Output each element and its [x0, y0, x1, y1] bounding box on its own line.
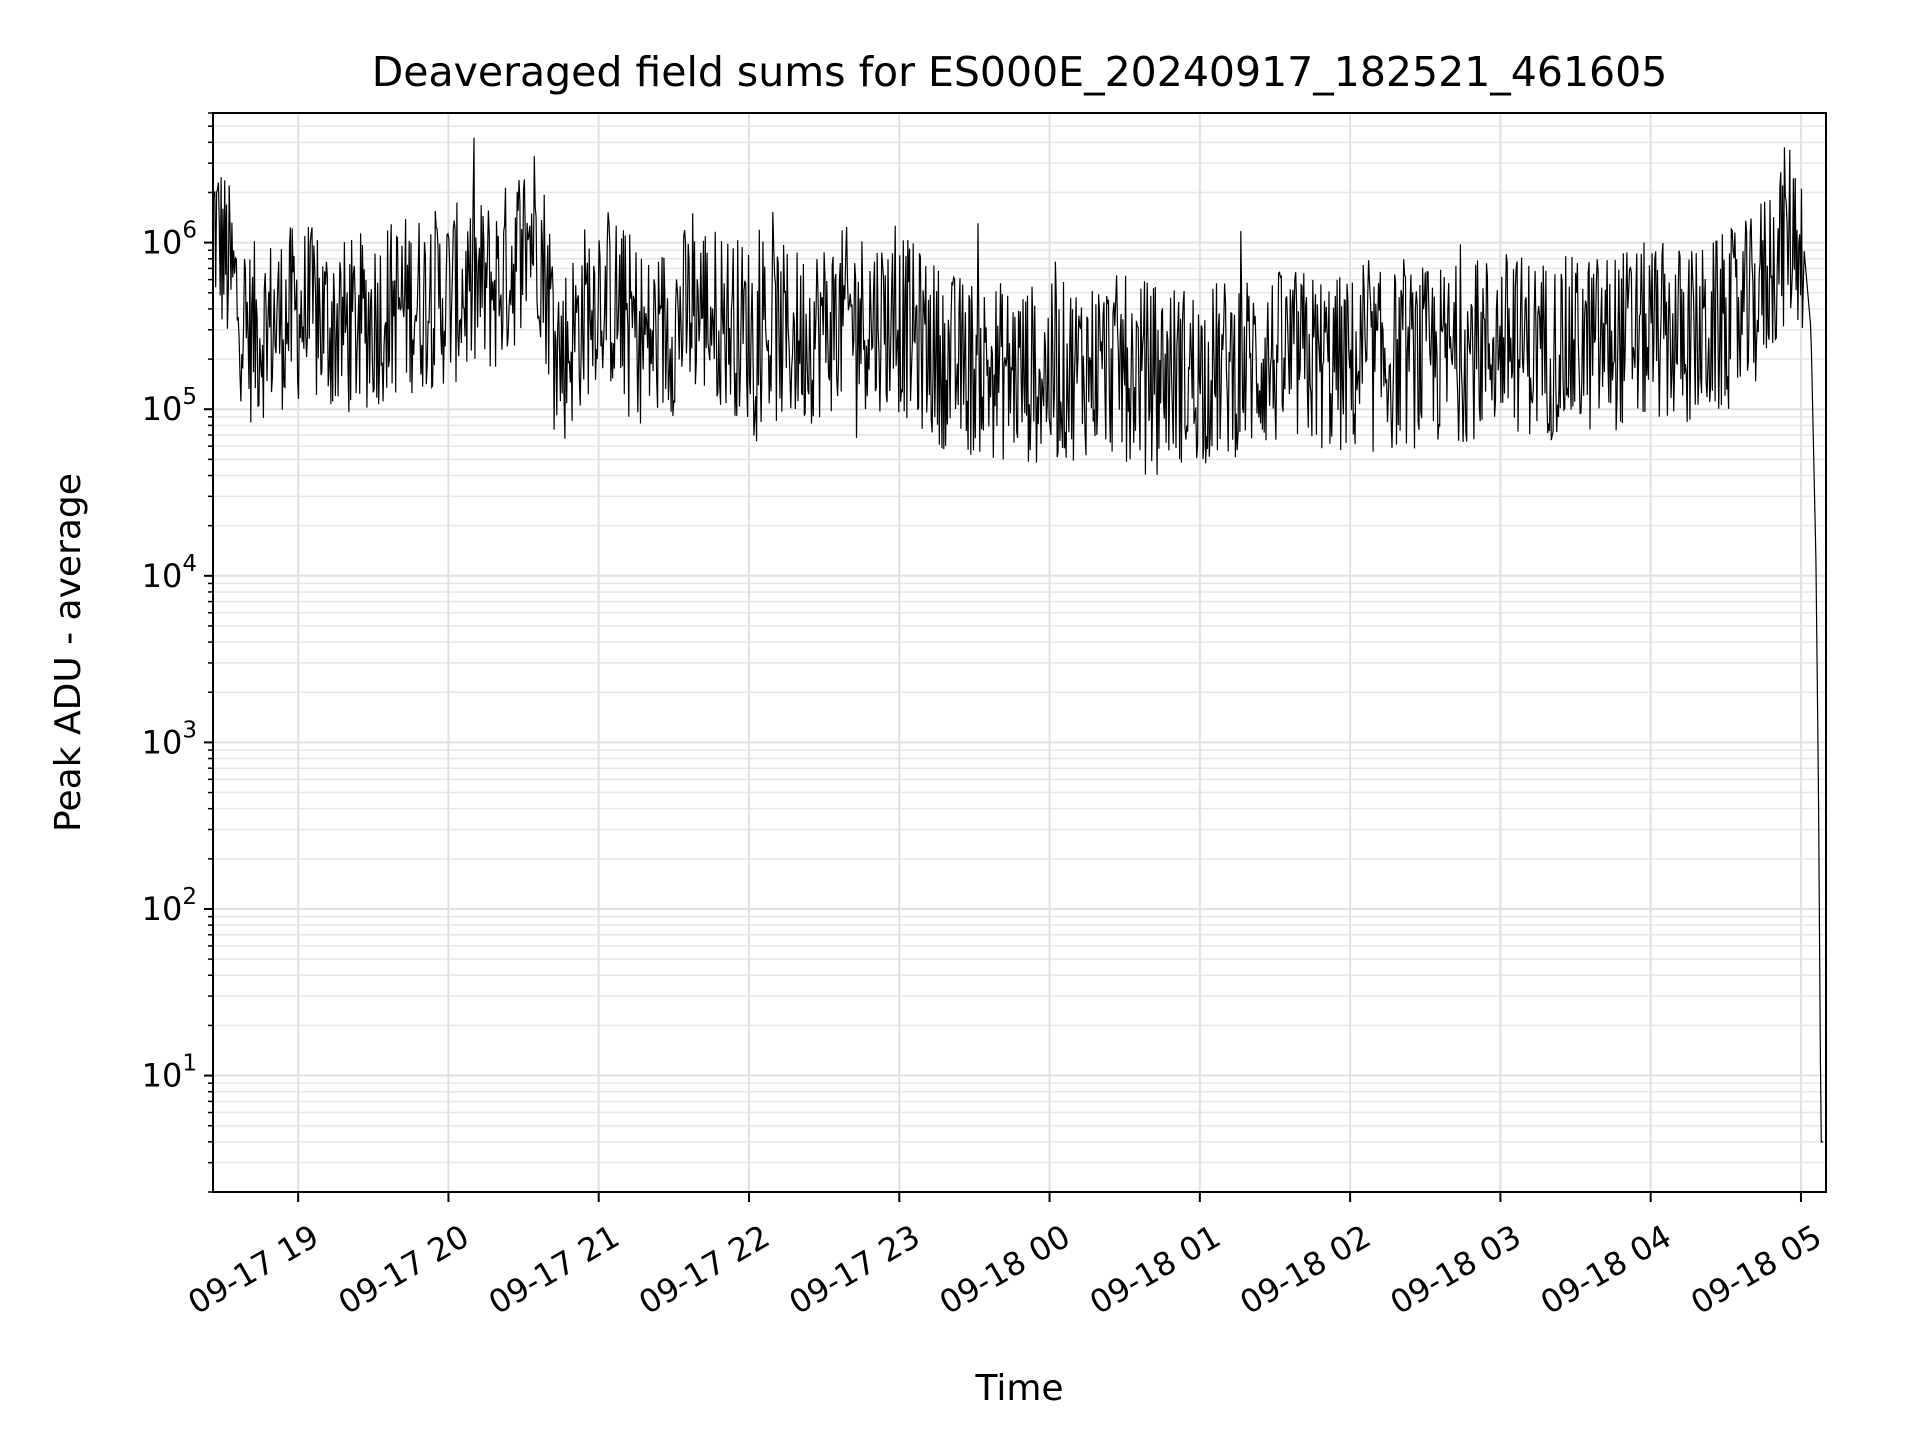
- y-tick-label: 102: [142, 884, 197, 928]
- x-axis-title: Time: [974, 1368, 1063, 1409]
- plot-series: [212, 137, 1824, 1143]
- y-axis-title: Peak ADU - average: [48, 473, 89, 832]
- y-tick-label: 106: [142, 218, 197, 262]
- y-tick-label: 101: [142, 1051, 197, 1095]
- y-tick-label: 103: [142, 717, 197, 761]
- y-tick-label: 105: [142, 384, 197, 428]
- plot-frame: [212, 112, 1827, 1193]
- series-line: [212, 137, 1824, 1143]
- grid-minor: [213, 112, 1826, 1193]
- y-tick-label: 104: [142, 551, 197, 595]
- y-axis: 101 102 103 104 105 106: [142, 112, 213, 1193]
- chart-title: Deaveraged field sums for ES000E_2024091…: [372, 48, 1668, 96]
